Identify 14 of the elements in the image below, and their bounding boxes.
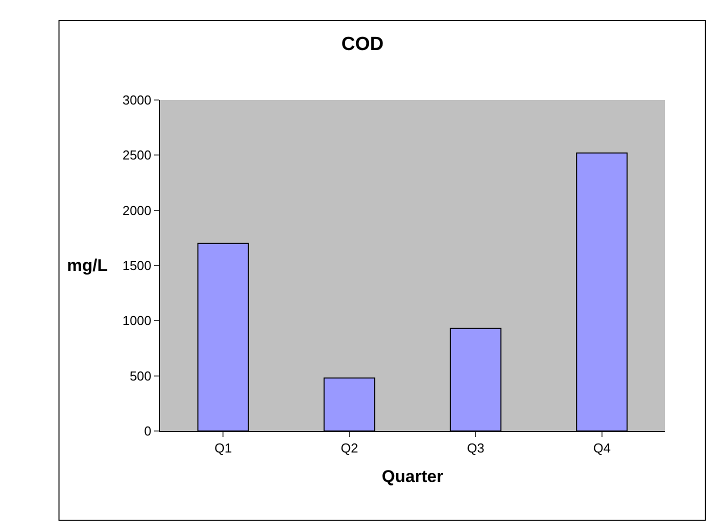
x-tick-label: Q3 (466, 440, 484, 456)
y-tick-label: 3000 (122, 92, 152, 108)
y-tick-label: 500 (130, 368, 152, 384)
y-tick-label: 1500 (122, 258, 152, 274)
y-tick-label: 0 (144, 424, 152, 439)
y-tick-label: 1000 (122, 313, 152, 328)
x-tick-label: Q1 (214, 440, 232, 456)
x-axis-title: Quarter (382, 467, 444, 486)
x-tick-label: Q2 (340, 440, 358, 456)
chart-title: COD (341, 34, 384, 55)
y-tick-label: 2000 (122, 202, 152, 218)
y-tick-label: 2500 (122, 148, 152, 163)
x-tick-label: Q4 (593, 440, 611, 456)
y-axis-title: mg/L (67, 256, 108, 275)
